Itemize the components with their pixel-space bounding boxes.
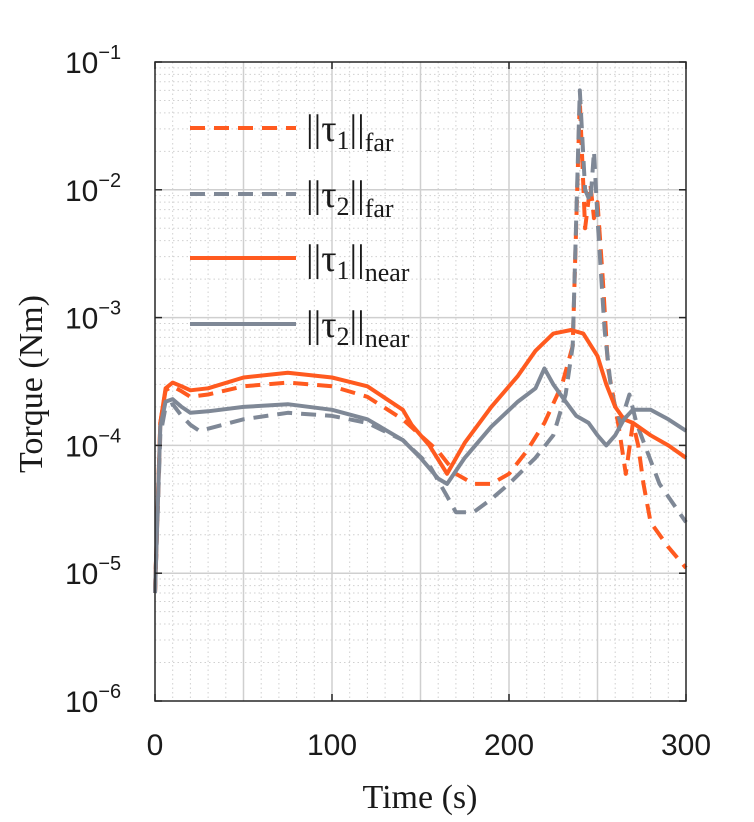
y-tick-label: 10−6 <box>65 681 121 719</box>
legend-item-tau2_far: ||τ2||far <box>190 174 394 223</box>
legend-label: ||τ1||near <box>306 238 410 287</box>
legend-item-tau1_far: ||τ1||far <box>190 108 394 157</box>
x-tick-label: 100 <box>307 729 357 762</box>
y-tick-label: 10−2 <box>65 170 121 208</box>
x-tick-label: 0 <box>147 729 164 762</box>
legend: ||τ1||far ||τ2||far ||τ1||near ||τ2||near <box>190 108 410 353</box>
x-tick-label: 300 <box>661 729 711 762</box>
y-tick-label: 10−5 <box>65 553 121 591</box>
tick-layer: 0 100 200 300 10−6 10−5 10−4 10−3 10−2 10−1 <box>65 42 711 762</box>
x-tick-label: 200 <box>484 729 534 762</box>
y-tick-label: 10−4 <box>65 425 121 463</box>
legend-item-tau1_near: ||τ1||near <box>190 238 410 287</box>
series-line-tau2_near <box>153 366 688 594</box>
axes-layer <box>154 61 687 702</box>
series-layer <box>153 88 688 594</box>
series-line-tau1_near <box>153 328 688 594</box>
legend-item-tau2_near: ||τ2||near <box>190 304 410 353</box>
legend-label: ||τ2||far <box>306 174 394 223</box>
legend-label: ||τ2||near <box>306 304 410 353</box>
series-line-tau1_far <box>153 98 688 594</box>
x-axis-title: Time (s) <box>363 779 478 816</box>
y-tick-label: 10−1 <box>65 42 121 80</box>
legend-label: ||τ1||far <box>306 108 394 157</box>
y-tick-label: 10−3 <box>65 298 121 336</box>
plot-frame <box>154 61 687 702</box>
y-axis-title: Torque (Nm) <box>13 295 50 473</box>
